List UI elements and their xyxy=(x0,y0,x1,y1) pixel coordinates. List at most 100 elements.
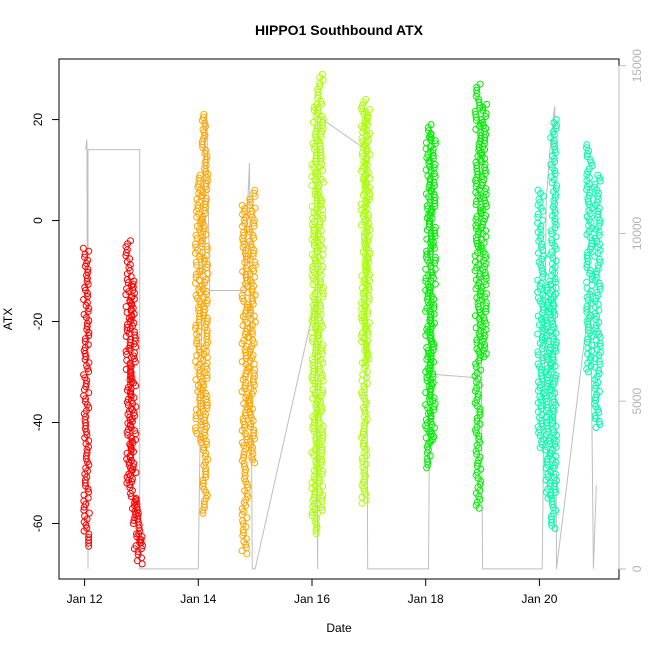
data-point xyxy=(251,258,259,266)
point-cluster xyxy=(360,106,374,366)
data-point xyxy=(364,307,371,315)
data-point xyxy=(423,202,431,210)
data-point xyxy=(246,276,254,284)
data-point xyxy=(595,357,603,365)
data-point xyxy=(596,174,603,182)
data-point xyxy=(537,402,545,410)
data-point xyxy=(426,359,434,366)
point-cluster xyxy=(79,244,93,550)
data-point xyxy=(80,503,88,511)
data-point xyxy=(246,198,254,206)
data-point xyxy=(542,292,549,300)
data-point xyxy=(545,307,553,315)
data-point xyxy=(318,506,326,514)
data-point xyxy=(85,329,93,337)
data-point xyxy=(593,312,601,320)
data-point xyxy=(122,365,130,373)
data-point xyxy=(192,258,200,266)
data-point xyxy=(430,301,438,309)
data-point xyxy=(240,529,247,537)
data-point xyxy=(359,428,367,435)
data-point xyxy=(316,365,324,373)
data-point xyxy=(85,368,93,376)
data-point xyxy=(123,276,131,284)
data-point xyxy=(317,130,325,138)
data-point xyxy=(359,439,367,447)
data-point xyxy=(250,189,258,197)
data-point xyxy=(596,282,604,290)
data-point xyxy=(477,477,485,485)
data-point xyxy=(584,368,592,376)
data-point xyxy=(583,284,591,292)
data-point xyxy=(203,401,211,409)
data-point xyxy=(198,141,206,148)
data-point xyxy=(84,485,92,493)
data-point xyxy=(431,200,439,207)
data-point xyxy=(246,438,254,446)
data-point xyxy=(312,323,320,330)
data-point xyxy=(480,194,488,202)
data-point xyxy=(129,463,137,471)
data-point xyxy=(195,180,202,188)
data-point xyxy=(482,200,490,208)
data-point xyxy=(192,412,200,420)
data-point xyxy=(308,182,316,189)
data-point xyxy=(361,358,369,366)
data-point xyxy=(241,204,249,212)
data-point xyxy=(128,313,136,321)
data-point xyxy=(534,210,542,218)
secondary-line-layer xyxy=(85,105,597,570)
data-point xyxy=(242,541,250,549)
data-point xyxy=(128,434,136,442)
data-point xyxy=(591,180,599,188)
data-point xyxy=(552,284,560,292)
data-point xyxy=(317,97,325,105)
data-point xyxy=(310,473,318,480)
data-point xyxy=(308,509,316,517)
data-point xyxy=(130,517,138,524)
data-point xyxy=(422,307,430,315)
data-point xyxy=(247,420,255,428)
data-point xyxy=(239,234,247,242)
data-point xyxy=(203,297,211,304)
data-point xyxy=(200,416,208,424)
data-point xyxy=(200,309,208,316)
data-point xyxy=(583,260,591,268)
data-point xyxy=(482,212,490,220)
data-point xyxy=(192,321,200,329)
data-point xyxy=(587,353,595,361)
data-point xyxy=(199,189,207,196)
data-point xyxy=(431,229,439,237)
data-point xyxy=(318,503,326,511)
data-point xyxy=(360,404,367,411)
data-point xyxy=(246,201,253,209)
data-point xyxy=(426,158,434,166)
data-point xyxy=(475,435,483,443)
data-point xyxy=(360,475,368,483)
data-point xyxy=(431,256,439,264)
data-point xyxy=(128,415,136,423)
data-point xyxy=(431,137,439,145)
data-point xyxy=(429,152,437,160)
data-point xyxy=(247,345,255,353)
data-point xyxy=(427,313,435,321)
data-point xyxy=(550,155,558,163)
data-point xyxy=(479,119,487,126)
data-point xyxy=(202,470,210,478)
data-point xyxy=(472,447,480,455)
data-point xyxy=(311,389,319,396)
data-point xyxy=(242,370,250,378)
data-point xyxy=(310,239,318,246)
data-point xyxy=(472,198,480,205)
data-point xyxy=(84,365,92,373)
data-point xyxy=(312,527,320,535)
data-point xyxy=(539,216,547,224)
data-point xyxy=(536,282,544,290)
data-point xyxy=(478,284,485,292)
data-point xyxy=(249,432,257,440)
data-point xyxy=(552,221,560,229)
data-point xyxy=(426,286,434,294)
data-point xyxy=(430,433,438,441)
data-point xyxy=(245,363,253,371)
